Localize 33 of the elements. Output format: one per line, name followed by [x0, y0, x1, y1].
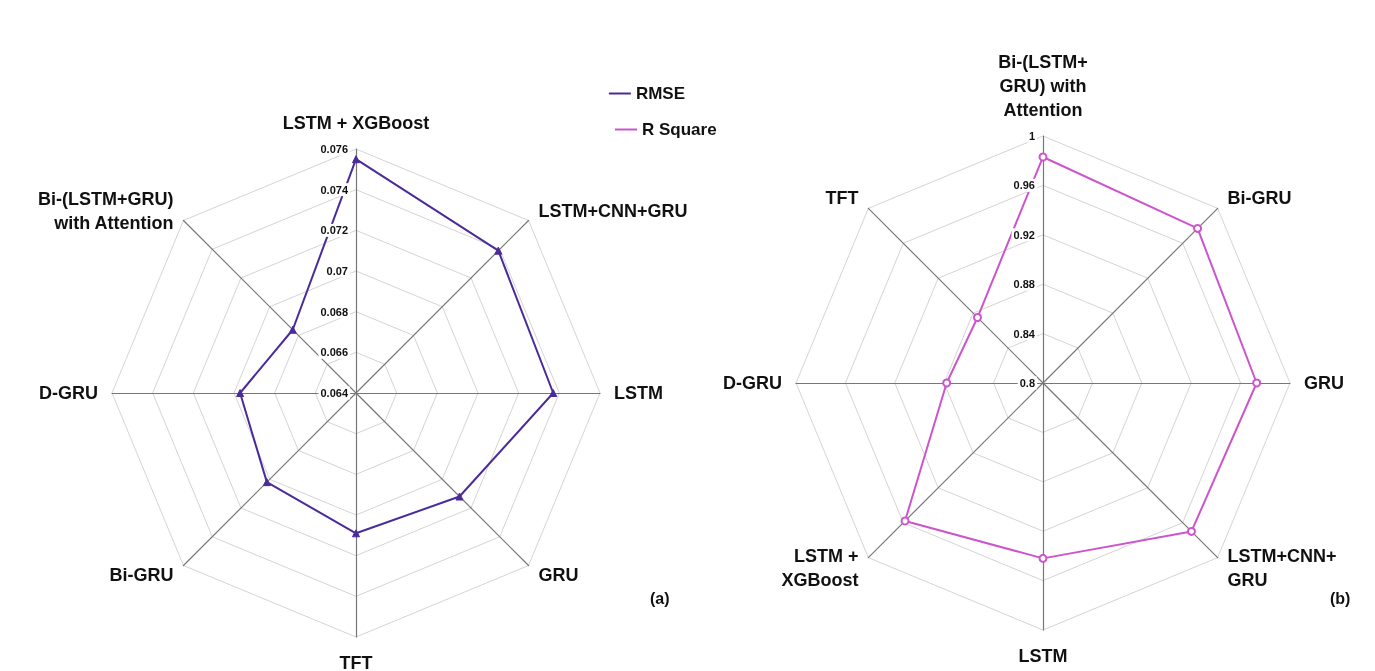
legend-label: R Square: [642, 120, 717, 139]
y-tick-label: 0.064: [320, 387, 349, 399]
y-tick-label: 0.074: [320, 183, 349, 196]
spoke-label: Bi-(LSTM+GRU) with Attention: [38, 188, 174, 233]
text: (a): [650, 589, 670, 607]
y-tick-label: 0.068: [320, 305, 348, 318]
spoke-label: LSTM+CNN+GRU: [1227, 545, 1337, 590]
spoke-label: LSTM + XGBoost: [781, 545, 859, 590]
spoke-label: Bi-(LSTM+GRU) with Attention: [998, 52, 1088, 120]
spoke-label: TFT: [825, 188, 859, 209]
y-tick-label: 0.072: [320, 224, 348, 237]
spoke-label: D-GRU: [39, 383, 98, 403]
spoke-label: Bi-GRU: [109, 565, 174, 586]
spoke-label: LSTM + XGBoost: [282, 113, 430, 133]
spoke-label: LSTM: [614, 383, 663, 403]
y-tick-label: 0.07: [326, 265, 348, 277]
y-tick-label: 1: [1028, 130, 1035, 142]
spoke-label: GRU: [1304, 373, 1344, 393]
y-tick-label: 0.96: [1013, 179, 1035, 192]
y-tick-label: 0.84: [1013, 327, 1036, 340]
spoke-label: Bi-GRU: [1227, 188, 1292, 209]
text: (b): [1330, 589, 1351, 607]
spoke-label: D-GRU: [723, 373, 782, 393]
y-tick-label: 0.88: [1013, 278, 1035, 291]
y-tick-label: 0.92: [1013, 228, 1035, 241]
spoke-label: GRU: [538, 565, 579, 586]
spoke-label: LSTM: [1018, 646, 1068, 666]
y-tick-label: 0.066: [320, 346, 348, 359]
spoke-label: LSTM+CNN+GRU: [538, 200, 688, 221]
legend-label: RMSE: [635, 84, 686, 103]
y-tick-label: 0.076: [320, 143, 348, 155]
spoke-label: TFT: [339, 653, 373, 671]
y-tick-label: 0.8: [1019, 377, 1035, 389]
